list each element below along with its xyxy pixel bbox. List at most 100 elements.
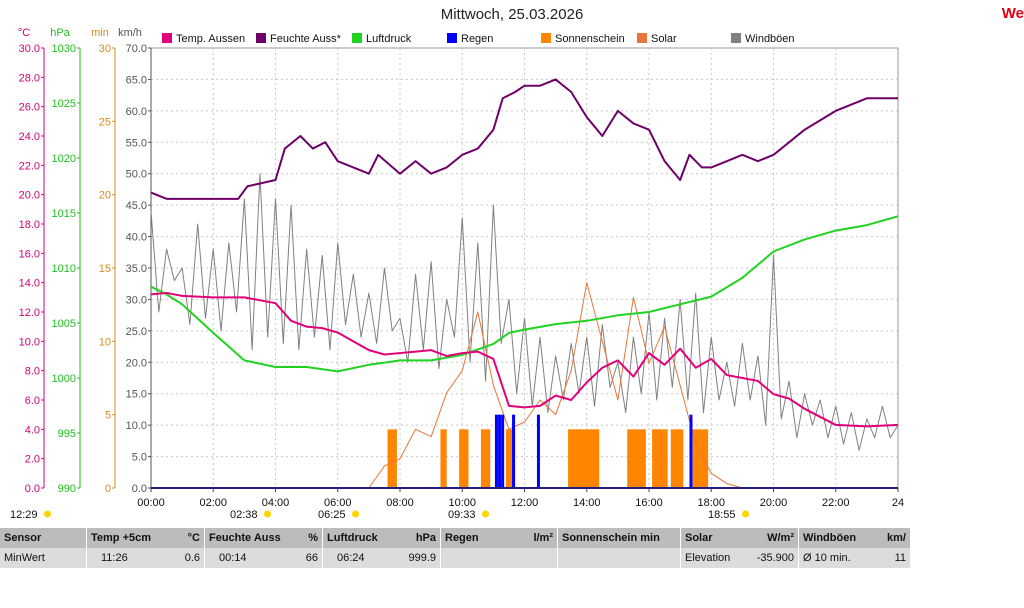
y-tick-label: 30.0 (19, 43, 40, 55)
x-tick-label: 18:00 (697, 497, 725, 509)
legend-label: Sonnenschein (555, 33, 625, 45)
sonnenschein-bar (459, 429, 469, 488)
stats-table: Sensor Temp +5cm °C Feuchte Auss% Luftdru… (0, 528, 911, 568)
y-tick-label: 8.0 (25, 366, 40, 378)
sun-icon (352, 510, 359, 518)
x-tick-label: 16:00 (635, 497, 663, 509)
stats-header-cell: Sensor (0, 528, 87, 548)
x-tick-label: 10:00 (448, 497, 476, 509)
y-tick-label: 10 (99, 336, 111, 348)
sonnenschein-bar (692, 429, 709, 488)
x-tick-label: 14:00 (573, 497, 601, 509)
x-tick-label: 24 (892, 497, 904, 509)
legend-label: Luftdruck (366, 33, 412, 45)
x-tick-label: 12:00 (511, 497, 539, 509)
time-marker-label: 18:55 (708, 509, 736, 521)
y-tick-label: 40.0 (126, 232, 147, 244)
y-tick-label: 0.0 (132, 483, 147, 495)
y-tick-label: 70.0 (126, 43, 147, 55)
stats-value-cell: 11:26 0.6 (86, 548, 205, 568)
y-tick-label: 25.0 (126, 326, 147, 338)
time-marker-label: 06:25 (318, 509, 346, 521)
y-tick-label: 0 (105, 483, 111, 495)
y-tick-label: 55.0 (126, 137, 147, 149)
x-tick-label: 06:00 (324, 497, 352, 509)
stats-header-cell: Regen l/m² (440, 528, 558, 548)
regen-bar (501, 414, 505, 488)
y-tick-label: 2.0 (25, 454, 40, 466)
windboeen-line (150, 173, 899, 451)
time-marker-label: 09:33 (448, 509, 476, 521)
y-tick-label: 50.0 (126, 169, 147, 181)
legend-swatch (447, 33, 457, 43)
y-tick-label: 10.0 (19, 336, 40, 348)
y-tick-label: 5.0 (132, 452, 147, 464)
y-tick-label: 15.0 (126, 389, 147, 401)
sonnenschein-bar (670, 429, 684, 488)
x-tick-label: 22:00 (822, 497, 850, 509)
y-axis-unit: km/h (118, 27, 142, 39)
stats-value-cell: Ø 10 min. 11 (798, 548, 911, 568)
chart-canvas: °C 0.0 2.0 4.0 6.0 8.0 10.0 12.0 14.0 16.0 18.0 20.… (10, 27, 904, 521)
regen-bar (498, 414, 502, 488)
regen-bar (494, 414, 498, 488)
y-tick-label: 35.0 (126, 263, 147, 275)
legend-swatch (637, 33, 647, 43)
stats-value-cell (557, 548, 681, 568)
stats-header-cell: Solar W/m² (680, 528, 799, 548)
x-tick-label: 00:00 (137, 497, 165, 509)
y-tick-label: 45.0 (126, 200, 147, 212)
y-tick-label: 20 (99, 190, 111, 202)
y-tick-label: 1005 (52, 318, 76, 330)
y-tick-label: 20.0 (126, 357, 147, 369)
stats-value-row: MinWert 11:26 0.6 00:14 66 06:24 999.9 Elev… (0, 548, 911, 568)
y-axis-unit: hPa (50, 27, 70, 39)
y-tick-label: 30 (99, 43, 111, 55)
legend-label: Temp. Aussen (176, 33, 245, 45)
stats-value-cell: Elevation -35.900 (680, 548, 799, 568)
y-tick-label: 30.0 (126, 294, 147, 306)
time-marker-label: 12:29 (10, 509, 38, 521)
regen-bar (512, 414, 516, 488)
stats-value-cell: 00:14 66 (204, 548, 323, 568)
sonnenschein-bar (627, 429, 646, 488)
legend-swatch (352, 33, 362, 43)
sonnenschein-bar (568, 429, 600, 488)
stats-header-cell: Windböen km/ (798, 528, 911, 548)
sun-set-icon (742, 510, 749, 518)
chart-title: Mittwoch, 25.03.2026 (440, 6, 584, 23)
y-tick-label: 15 (99, 263, 111, 275)
legend-swatch (731, 33, 741, 43)
y-tick-label: 18.0 (19, 219, 40, 231)
y-tick-label: 1010 (52, 263, 76, 275)
y-tick-label: 10.0 (126, 420, 147, 432)
legend-swatch (256, 33, 266, 43)
y-tick-label: 1015 (52, 208, 76, 220)
y-tick-label: 28.0 (19, 72, 40, 84)
x-tick-label: 20:00 (760, 497, 788, 509)
y-tick-label: 60.0 (126, 106, 147, 118)
stats-header-cell: Temp +5cm °C (86, 528, 205, 548)
sonnenschein-bar (387, 429, 397, 488)
legend-swatch (162, 33, 172, 43)
stats-header-row: Sensor Temp +5cm °C Feuchte Auss% Luftdru… (0, 528, 911, 548)
y-tick-label: 16.0 (19, 248, 40, 260)
stats-header-cell: Luftdruck hPa (322, 528, 441, 548)
y-tick-label: 1025 (52, 98, 76, 110)
temp-line (150, 291, 899, 428)
y-tick-label: 26.0 (19, 102, 40, 114)
y-tick-label: 1030 (52, 43, 76, 55)
stats-value-cell (440, 548, 558, 568)
x-tick-label: 04:00 (262, 497, 290, 509)
y-tick-label: 25 (99, 116, 111, 128)
sonnenschein-bar (440, 429, 447, 488)
y-tick-label: 1000 (52, 373, 76, 385)
time-marker-label: 02:38 (230, 509, 258, 521)
regen-bar (689, 414, 693, 488)
regen-bar (536, 414, 540, 488)
legend-swatch (541, 33, 551, 43)
y-tick-label: 14.0 (19, 278, 40, 290)
y-tick-label: 0.0 (25, 483, 40, 495)
y-tick-label: 22.0 (19, 160, 40, 172)
y-tick-label: 24.0 (19, 131, 40, 143)
